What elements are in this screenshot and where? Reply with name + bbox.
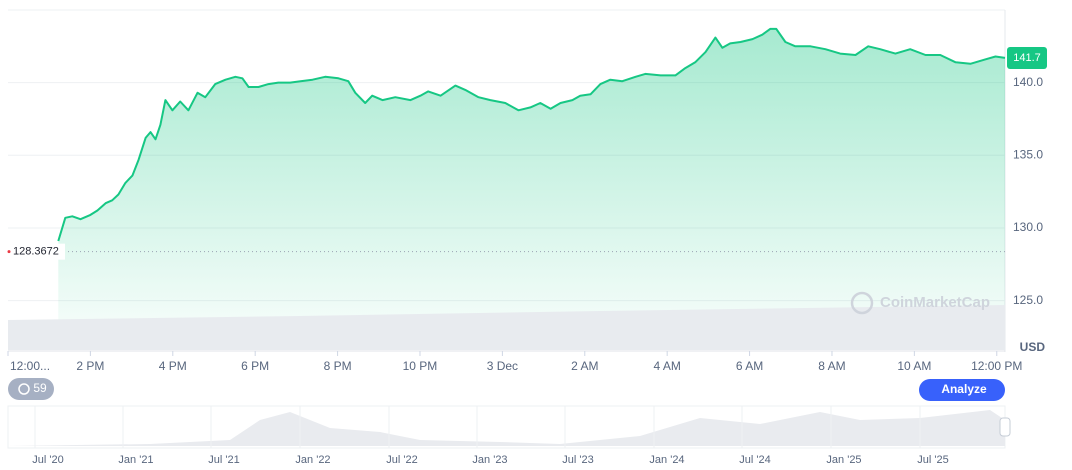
- navigator-label: Jul '24: [739, 454, 770, 466]
- reference-label: 128.3672: [13, 246, 59, 258]
- x-tick-label: 12:00...: [10, 359, 50, 373]
- navigator-label: Jul '21: [208, 454, 239, 466]
- navigator-label: Jan '21: [118, 454, 153, 466]
- navigator-label: Jul '20: [32, 454, 63, 466]
- x-tick-label: 8 AM: [818, 359, 845, 373]
- x-tick-label: 6 PM: [241, 359, 269, 373]
- analyze-button-text: Analyze: [941, 382, 987, 396]
- area-fill: [58, 28, 1006, 351]
- y-tick-label: 135.0: [1013, 147, 1043, 161]
- navigator-label: Jul '23: [562, 454, 593, 466]
- x-tick-label: 6 AM: [736, 359, 763, 373]
- navigator-label: Jan '25: [826, 454, 861, 466]
- x-tick-label: 10 AM: [897, 359, 931, 373]
- x-tick-label: 10 PM: [403, 359, 438, 373]
- navigator-label: Jan '24: [649, 454, 684, 466]
- navigator-handle[interactable]: [999, 417, 1011, 437]
- navigator-label: Jul '25: [917, 454, 948, 466]
- navigator-area: [8, 410, 1005, 446]
- x-tick-label: 2 PM: [76, 359, 104, 373]
- watermark-logo: [850, 291, 874, 315]
- y-tick-label: 130.0: [1013, 220, 1043, 234]
- x-tick-label: 12:00 PM: [971, 359, 1022, 373]
- history-badge[interactable]: [8, 378, 54, 400]
- navigator-label: Jan '22: [295, 454, 330, 466]
- navigator-label: Jul '22: [386, 454, 417, 466]
- x-tick-label: 4 PM: [159, 359, 187, 373]
- x-tick-label: 8 PM: [324, 359, 352, 373]
- watermark: CoinMarketCap: [880, 294, 990, 311]
- last-price-badge: [1007, 46, 1047, 69]
- currency-label: USD: [1020, 340, 1046, 354]
- price-line: [57, 27, 1006, 242]
- y-tick-label: 140.0: [1013, 75, 1043, 89]
- y-tick-label: 125.0: [1013, 293, 1043, 307]
- x-tick-label: 4 AM: [653, 359, 680, 373]
- analyze-button[interactable]: [919, 379, 1005, 401]
- volume-band: [8, 305, 1005, 350]
- history-badge-text: 59: [33, 381, 47, 395]
- reference-dot: [7, 250, 11, 254]
- history-icon: [18, 383, 30, 395]
- x-tick-label: 2 AM: [571, 359, 598, 373]
- last-price-label: 141.7: [1013, 52, 1041, 64]
- navigator-label: Jan '23: [472, 454, 507, 466]
- x-tick-label: 3 Dec: [487, 359, 518, 373]
- reference-label-bg: [11, 243, 65, 260]
